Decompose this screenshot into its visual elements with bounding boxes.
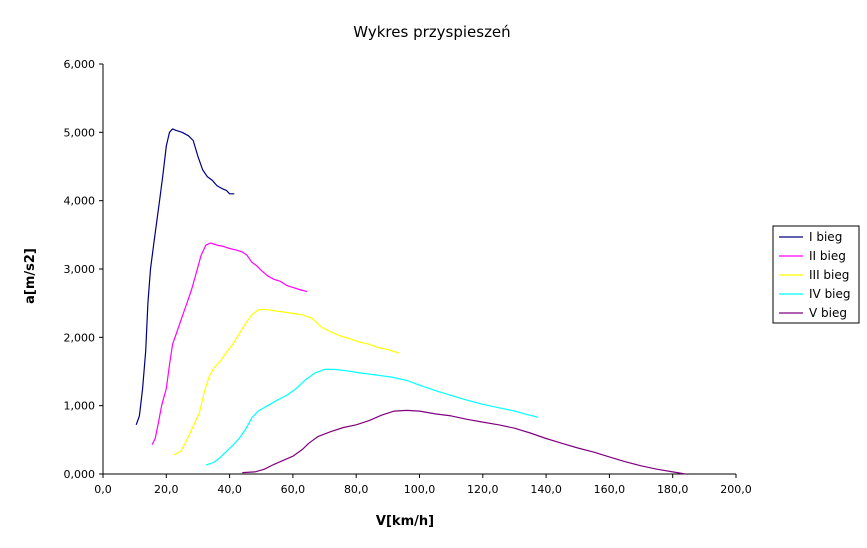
x-tick-label: 180,0	[657, 483, 689, 496]
y-tick-label: 3,000	[64, 263, 96, 276]
legend-label-3: III bieg	[809, 268, 849, 282]
legend-label-2: II bieg	[809, 249, 846, 263]
legend-items: I bieg II bieg III bieg IV bieg V bieg	[779, 230, 851, 320]
chart-title: Wykres przyspieszeń	[353, 23, 510, 41]
x-tick-label: 20,0	[154, 483, 179, 496]
legend-label-1: I bieg	[809, 230, 842, 244]
legend-label-5: V bieg	[809, 306, 847, 320]
series-line-2	[151, 242, 308, 445]
series-line-3	[173, 308, 400, 456]
y-tick-label: 0,000	[64, 468, 96, 481]
series-line-5	[242, 409, 686, 475]
series-layer	[135, 128, 686, 475]
x-tick-label: 40,0	[217, 483, 242, 496]
x-tick-label: 200,0	[720, 483, 752, 496]
y-tick-label: 2,000	[64, 331, 96, 344]
x-tick-label: 100,0	[404, 483, 436, 496]
y-axis-ticks: 0,000 1,000 2,000 3,000 4,000 5,000 6,000	[64, 58, 103, 481]
x-axis-ticks: 0,0 20,0 40,0 60,0 80,0 100,0 120,0 140,0 160,0 1…	[94, 474, 752, 496]
legend-label-4: IV bieg	[809, 287, 851, 301]
series-line-4	[205, 368, 539, 466]
y-tick-label: 4,000	[64, 195, 96, 208]
x-tick-label: 60,0	[281, 483, 306, 496]
x-tick-label: 160,0	[594, 483, 626, 496]
x-axis-title: V[km/h]	[376, 514, 434, 529]
y-tick-label: 6,000	[64, 58, 96, 71]
x-tick-label: 120,0	[467, 483, 499, 496]
y-tick-label: 5,000	[64, 126, 96, 139]
x-tick-label: 0,0	[94, 483, 112, 496]
x-tick-label: 140,0	[530, 483, 562, 496]
y-axis-title: a[m/s2]	[23, 248, 38, 304]
y-tick-label: 1,000	[64, 400, 96, 413]
series-line-1	[135, 128, 235, 426]
x-tick-label: 80,0	[344, 483, 369, 496]
legend: I bieg II bieg III bieg IV bieg V bieg	[772, 225, 860, 324]
